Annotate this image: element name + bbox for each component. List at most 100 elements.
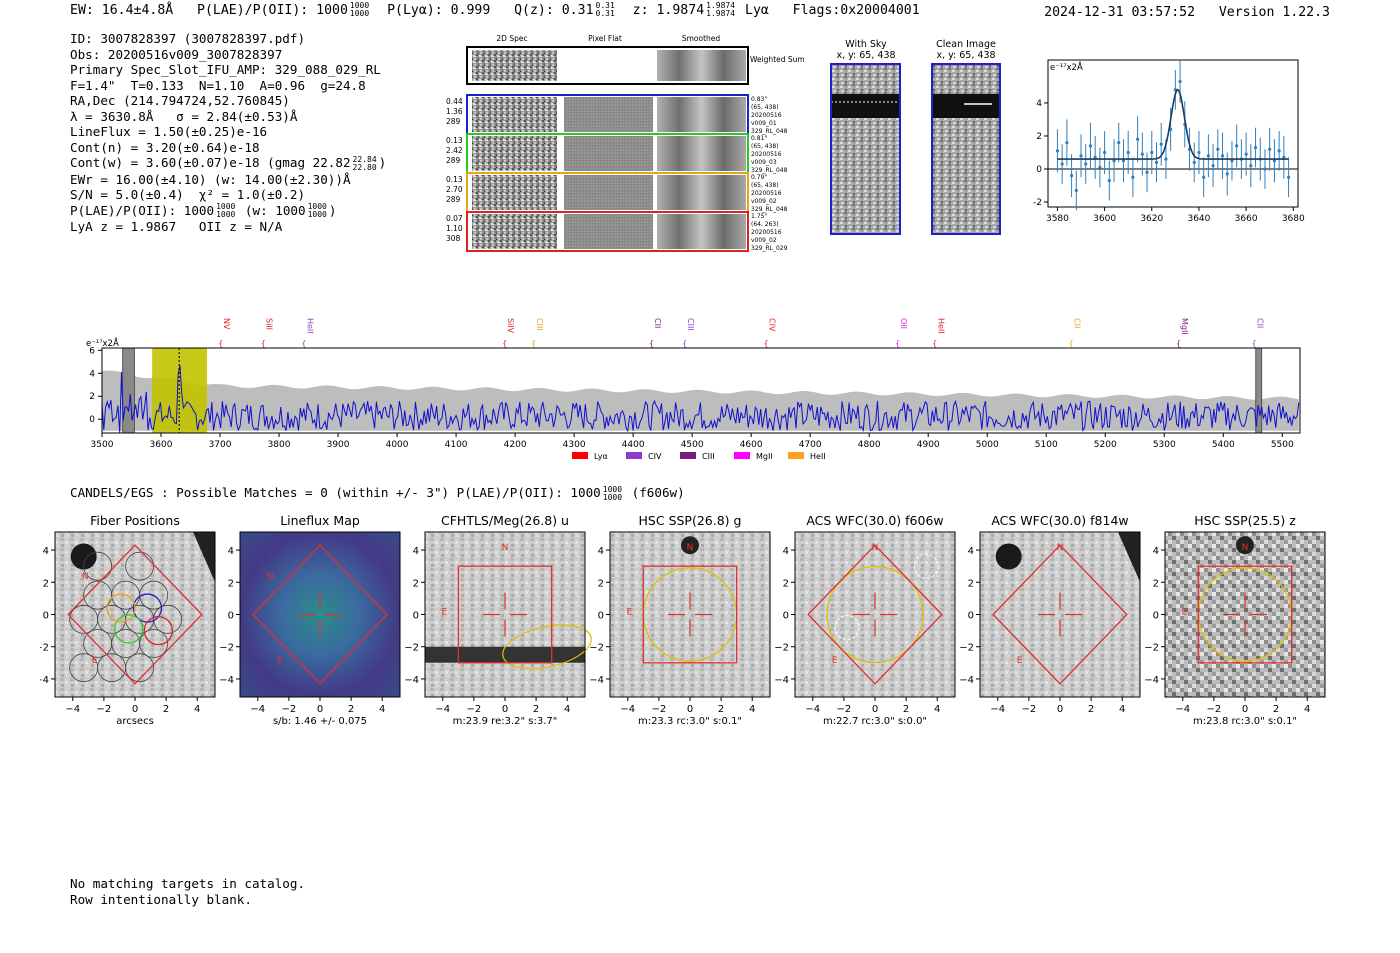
legend-entry: MgII — [756, 452, 773, 461]
info-lineflux: LineFlux = 1.50(±0.25)e-16 — [70, 124, 268, 139]
bright-source — [1236, 536, 1254, 555]
panel-x-tick-label: 0 — [1057, 704, 1063, 715]
panel-x-tick-label: 0 — [502, 704, 508, 715]
catalog-ellipse — [502, 624, 592, 670]
spectral-line-bracket: { — [261, 339, 266, 348]
full-x-tick-label: 3800 — [268, 440, 291, 450]
spec2d-row-right-value: (65, 438) — [751, 143, 779, 150]
full-y-axis-label: e⁻¹⁷x2Å — [86, 337, 119, 349]
qz-value: Q(z): 0.31 — [514, 3, 594, 18]
panel-y-tick-label: −4 — [959, 675, 974, 686]
smoothed-cell — [657, 136, 746, 171]
zoom-data-point — [1249, 164, 1253, 168]
zoom-y-tick-label: 0 — [1036, 165, 1042, 175]
panel-y-tick-label: 2 — [228, 578, 234, 589]
info-plae: P(LAE)/P(OII): 1000 1000 1000 (w: 1000 1000… — [70, 202, 337, 219]
z-line: Lyα — [745, 3, 769, 18]
bright-source — [681, 536, 699, 555]
compass-east: E — [277, 656, 283, 666]
catalog-circle — [826, 565, 924, 664]
panel-x-tick-label: −4 — [620, 704, 635, 715]
spec2d-cell — [472, 175, 557, 210]
panel-y-tick-label: −2 — [589, 643, 604, 654]
panel-y-tick-label: 0 — [598, 611, 604, 622]
spectral-line-marker: CII — [1073, 318, 1082, 328]
panel-xlabel: arcsecs — [116, 716, 154, 727]
full-x-tick-label: 4300 — [563, 440, 586, 450]
panel-y-tick-label: −4 — [589, 675, 604, 686]
dark-corner — [193, 532, 215, 582]
full-y-tick-label: 6 — [89, 346, 95, 356]
full-spectrum-chart: 3500 3600 3700 3800 3900 4000 4100 4200 4300 4400… — [86, 318, 1301, 461]
panel-x-tick-label: 4 — [379, 704, 385, 715]
panel-x-tick-label: 4 — [1119, 704, 1125, 715]
z-value: z: 1.9874 — [632, 3, 705, 18]
zoom-data-point — [1055, 149, 1060, 153]
spectral-line-marker: SiIV — [506, 318, 515, 334]
zoom-data-point — [1192, 160, 1196, 165]
full-y-tick-label: 2 — [89, 392, 95, 402]
panel-title: CFHTLS/Meg(26.8) u — [441, 513, 569, 528]
fiber-circle-highlight — [143, 615, 173, 646]
zoom-data-point — [1150, 150, 1154, 155]
panel-y-tick-label: 4 — [1153, 546, 1159, 557]
smoothed-cell — [657, 214, 746, 249]
info-ewr: EWr = 16.00(±4.10) (w: 14.00(±2.30))Å — [70, 171, 351, 187]
clean-image-title: Clean Image — [936, 39, 996, 50]
full-x-tick-label: 4500 — [681, 440, 704, 450]
zoom-data-point — [1103, 150, 1107, 155]
zoom-data-point — [1211, 164, 1215, 168]
legend-swatch — [734, 452, 750, 459]
spec2d-row-right-value: 1.75" — [751, 213, 767, 220]
spec2d-row-left-value: 1.10 — [446, 224, 463, 233]
weighted-sum-label: Weighted Sum — [750, 55, 805, 64]
legend-entry: CIII — [702, 452, 715, 461]
zoom-data-point — [1060, 162, 1064, 166]
panel-xlabel: m:23.3 rc:3.0" s:0.1" — [638, 716, 742, 727]
legend-entry: Lyα — [594, 452, 608, 461]
panel-x-tick-label: 4 — [749, 704, 755, 715]
ew-value: EW: 16.4±4.8Å — [70, 3, 174, 18]
zoom-data-point — [1088, 144, 1093, 148]
spectral-line-bracket: { — [301, 339, 306, 348]
compass-east: E — [832, 656, 838, 666]
legend-swatch — [572, 452, 588, 459]
zoom-data-point — [1107, 178, 1111, 183]
legend-swatch — [626, 452, 642, 459]
catalog-note-line1: No matching targets in catalog. — [70, 876, 306, 891]
spectral-line-bracket: { — [895, 339, 900, 348]
spec2d-row-right-value: 20200516 — [751, 112, 782, 119]
panel-y-tick-label: −2 — [959, 643, 974, 654]
zoom-data-point — [1098, 165, 1102, 169]
spec2d-row-right-value: 329_RL_048 — [751, 206, 788, 213]
panel-x-tick-label: 0 — [872, 704, 878, 715]
flags-value: Flags:0x20004001 — [792, 3, 920, 18]
info-primary: Primary Spec_Slot_IFU_AMP: 329_088_029_R… — [70, 62, 381, 77]
full-x-tick-label: 4900 — [917, 440, 940, 450]
panel-x-tick-label: −2 — [467, 704, 482, 715]
bright-star — [70, 543, 97, 570]
panel-y-tick-label: −2 — [774, 643, 789, 654]
spectral-line-marker: OII — [899, 318, 908, 329]
summary-header: EW: 16.4±4.8Å P(LAE)/P(OII): 1000 1000 100… — [70, 1, 920, 19]
spectral-line-marker: HeII — [305, 318, 314, 334]
fiber-circle-highlight — [106, 593, 136, 623]
spec2d-row-right-value: 20200516 — [751, 151, 782, 158]
spec2d-row-left-value: 0.44 — [446, 97, 463, 106]
zoom-data-point — [1268, 147, 1272, 151]
panel-x-tick-label: −4 — [65, 704, 80, 715]
aperture-box — [457, 565, 553, 664]
fiber-circle — [139, 580, 169, 610]
spec2d-row-right-value: 20200516 — [751, 190, 782, 197]
masked-band — [122, 347, 135, 434]
panel-x-tick-label: −2 — [1207, 704, 1222, 715]
full-x-tick-label: 4700 — [799, 440, 822, 450]
full-x-tick-label: 5100 — [1035, 440, 1058, 450]
panel-xlabel: s/b: 1.46 +/- 0.075 — [273, 716, 367, 727]
full-x-tick-label: 5200 — [1094, 440, 1117, 450]
panel-y-tick-label: −2 — [1144, 643, 1159, 654]
zoom-data-point — [1121, 159, 1126, 163]
